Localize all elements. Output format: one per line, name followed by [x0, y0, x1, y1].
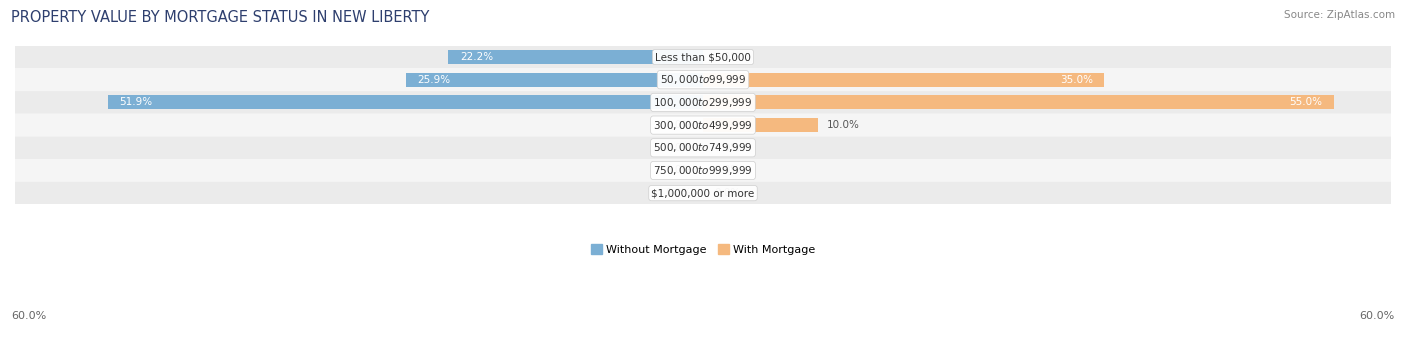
Text: 0.0%: 0.0%: [665, 143, 692, 153]
FancyBboxPatch shape: [15, 136, 1391, 159]
Text: 0.0%: 0.0%: [665, 120, 692, 130]
Text: 0.0%: 0.0%: [714, 188, 741, 198]
Text: Source: ZipAtlas.com: Source: ZipAtlas.com: [1284, 10, 1395, 20]
Text: $100,000 to $299,999: $100,000 to $299,999: [654, 96, 752, 109]
Bar: [449, 50, 703, 64]
Text: Less than $50,000: Less than $50,000: [655, 52, 751, 62]
Bar: [108, 95, 703, 109]
Text: 60.0%: 60.0%: [1360, 311, 1395, 321]
Text: $750,000 to $999,999: $750,000 to $999,999: [654, 164, 752, 177]
Text: 10.0%: 10.0%: [827, 120, 859, 130]
Text: 35.0%: 35.0%: [1060, 75, 1092, 85]
FancyBboxPatch shape: [15, 69, 1391, 91]
Text: 25.9%: 25.9%: [418, 75, 450, 85]
FancyBboxPatch shape: [15, 182, 1391, 205]
Text: 0.0%: 0.0%: [714, 52, 741, 62]
FancyBboxPatch shape: [15, 159, 1391, 182]
Text: $50,000 to $99,999: $50,000 to $99,999: [659, 73, 747, 86]
Bar: [703, 118, 818, 132]
FancyBboxPatch shape: [15, 114, 1391, 136]
Text: 0.0%: 0.0%: [714, 143, 741, 153]
FancyBboxPatch shape: [15, 91, 1391, 114]
Text: 55.0%: 55.0%: [1289, 98, 1322, 107]
Text: $1,000,000 or more: $1,000,000 or more: [651, 188, 755, 198]
Bar: [703, 73, 1104, 87]
Legend: Without Mortgage, With Mortgage: Without Mortgage, With Mortgage: [586, 240, 820, 259]
Text: $500,000 to $749,999: $500,000 to $749,999: [654, 141, 752, 154]
Text: 0.0%: 0.0%: [665, 165, 692, 176]
Text: 51.9%: 51.9%: [120, 98, 152, 107]
Text: 60.0%: 60.0%: [11, 311, 46, 321]
Text: 0.0%: 0.0%: [714, 165, 741, 176]
Text: 22.2%: 22.2%: [460, 52, 494, 62]
Bar: [406, 73, 703, 87]
Bar: [703, 95, 1334, 109]
Text: $300,000 to $499,999: $300,000 to $499,999: [654, 119, 752, 132]
Text: PROPERTY VALUE BY MORTGAGE STATUS IN NEW LIBERTY: PROPERTY VALUE BY MORTGAGE STATUS IN NEW…: [11, 10, 430, 25]
FancyBboxPatch shape: [15, 46, 1391, 69]
Text: 0.0%: 0.0%: [665, 188, 692, 198]
